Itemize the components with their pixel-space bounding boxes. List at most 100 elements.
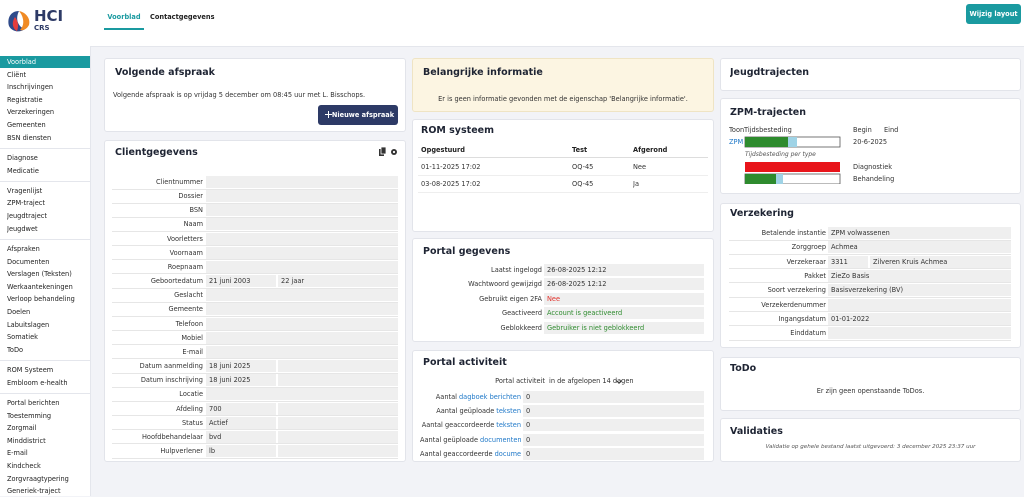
card-todo: [720, 357, 1021, 411]
activity-value: 0: [523, 447, 704, 460]
table-cell: OQ-45: [572, 180, 594, 188]
field-label: Geblokkeerd: [500, 323, 542, 332]
field-cell: [828, 327, 1011, 340]
nav-item[interactable]: Somatiek: [7, 333, 38, 342]
nav-item[interactable]: Minddistrict: [7, 436, 46, 445]
activity-link[interactable]: teksten: [496, 421, 521, 430]
nav-item[interactable]: Jeugdtraject: [7, 212, 47, 220]
card-title: Validaties: [730, 426, 783, 437]
nav-item[interactable]: ZPM-traject: [7, 199, 45, 208]
edit-layout-button[interactable]: [966, 4, 1021, 24]
row-line: [112, 400, 398, 402]
nav-item[interactable]: Labuitslagen: [7, 320, 50, 329]
nav-item[interactable]: Documenten: [7, 257, 50, 266]
validations-text: Validatie op gehele bestand laatst uitge…: [765, 444, 976, 450]
field-label: Einddatum: [790, 329, 826, 338]
table-rule: [418, 157, 708, 158]
activity-link[interactable]: dagboek berichten: [458, 393, 521, 401]
field-label: Pakket: [804, 271, 826, 280]
activity-value: 0: [523, 391, 704, 403]
table-cell: Ja: [633, 180, 639, 188]
nav-item[interactable]: BSN diensten: [7, 133, 52, 142]
nav-item[interactable]: Toestemming: [7, 411, 52, 420]
activity-link[interactable]: documenten: [480, 435, 521, 444]
table-cell: 01-11-2025 17:02: [421, 163, 481, 171]
field-cell: [206, 260, 398, 273]
field-label: Wachtwoord gewijzigd: [468, 280, 542, 289]
nav-item[interactable]: Registratie: [7, 95, 43, 104]
row-line: [729, 325, 1011, 326]
nav-item[interactable]: E-mail: [7, 449, 28, 458]
nav-item[interactable]: Embloom e-health: [7, 378, 68, 387]
nav-item[interactable]: Jeugdwet: [7, 224, 38, 233]
field-label: Voornaam: [169, 248, 203, 257]
field-cell: [206, 232, 398, 245]
nav-item[interactable]: Werkaantekeningen: [7, 282, 73, 291]
field-label: Hulpverlener: [160, 447, 203, 456]
field-value: Gebruiker is niet geblokkeerd: [544, 321, 704, 334]
tab-underline: [104, 28, 144, 30]
tab[interactable]: Voorblad: [107, 13, 141, 21]
nav-item[interactable]: Diagnose: [7, 153, 38, 162]
activity-label: Aantal geüploade documenten: [420, 434, 521, 446]
card-youth: [720, 58, 1021, 91]
nav-item[interactable]: Inschrijvingen: [7, 83, 54, 92]
nav-item[interactable]: Verzekeringen: [7, 108, 55, 117]
nav-item[interactable]: Cliënt: [7, 70, 27, 79]
nav-item[interactable]: Zorgvraagtypering: [7, 474, 69, 483]
nav-item[interactable]: Voorblad: [7, 58, 37, 66]
field-value: 01-01-2022: [828, 312, 1011, 325]
nav-item[interactable]: Zorgmail: [7, 424, 37, 433]
zpm-header: Begin: [853, 126, 872, 134]
appointment-text: Volgende afspraak is op vrijdag 5 decemb…: [113, 91, 366, 99]
field-label: Ingangsdatum: [778, 314, 826, 323]
field-value: Nee: [544, 292, 704, 305]
activity-prefix: Aantal geaccordeerde: [420, 449, 493, 458]
row-line: [112, 230, 398, 232]
field-label: Roepnaam: [167, 262, 203, 271]
row-line: [729, 268, 1011, 269]
nav-divider: [0, 360, 90, 361]
activity-value: 0: [523, 433, 704, 446]
field-label: Mobiel: [181, 333, 203, 342]
field-value: 21 juni 2003: [206, 275, 276, 288]
row-line: [729, 339, 1011, 341]
nav-item[interactable]: ROM Systeem: [7, 366, 54, 374]
nav-item[interactable]: Medicatie: [7, 166, 39, 175]
field-cell: [206, 218, 398, 231]
activity-link[interactable]: teksten: [496, 407, 521, 416]
new-appointment-label: Nieuwe afspraak: [331, 111, 395, 119]
row-line: [112, 273, 398, 275]
nav-item[interactable]: Gemeenten: [7, 121, 46, 129]
field-value: Account is geactiveerd: [544, 307, 704, 320]
field-value: Zilveren Kruis Achmea: [870, 255, 1011, 268]
zpm-bars: [744, 136, 841, 184]
nav-item[interactable]: Doelen: [7, 307, 31, 316]
field-label: Hoofdbehandelaar: [141, 432, 203, 441]
new-appointment-button[interactable]: [318, 105, 398, 125]
table-cell: 03-08-2025 17:02: [421, 180, 481, 188]
field-value: 18 juni 2025: [206, 360, 276, 373]
field-cell: [206, 345, 398, 358]
card-title: ToDo: [730, 363, 757, 374]
nav-item[interactable]: Vragenlijst: [7, 186, 43, 195]
row-line: [112, 358, 398, 359]
nav-item[interactable]: Kindcheck: [7, 461, 41, 470]
nav-item[interactable]: Verslagen (Teksten): [7, 270, 72, 279]
nav-item[interactable]: Portal berichten: [7, 398, 60, 407]
field-label: Verzekeraar: [786, 257, 826, 266]
zpm-link[interactable]: ZPM: [729, 138, 744, 146]
nav-item[interactable]: ToDo: [7, 345, 24, 354]
field-cell: [206, 204, 398, 217]
nav-item[interactable]: Afspraken: [7, 244, 40, 253]
nav-item[interactable]: Generiek-traject: [7, 487, 61, 496]
field-label: Status: [181, 418, 203, 427]
nav-item[interactable]: Verloop behandeling: [7, 295, 75, 304]
field-label: Telefoon: [175, 319, 203, 328]
activity-link[interactable]: documenten: [494, 449, 521, 458]
field-label: Datum inschrijving: [140, 376, 203, 385]
filter-select[interactable]: in de afgelopen 14 dagen: [549, 377, 634, 385]
field-cell: [206, 289, 398, 302]
tab[interactable]: Contactgegevens: [150, 13, 215, 21]
